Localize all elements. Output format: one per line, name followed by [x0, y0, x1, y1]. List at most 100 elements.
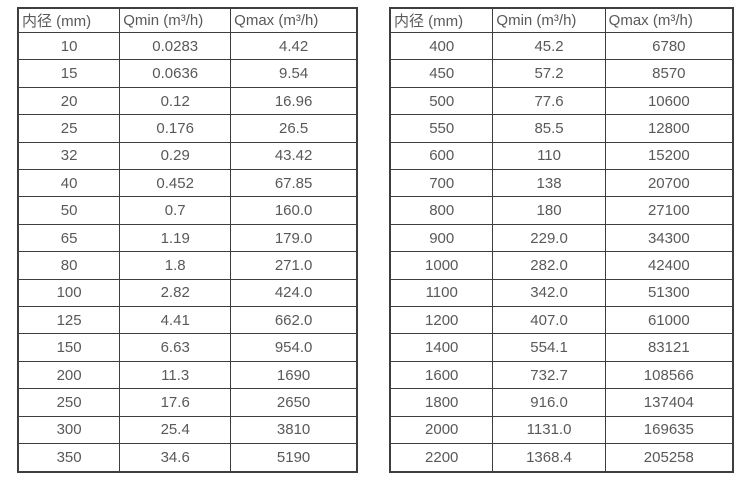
- flow-range-table-small-diameters: 内径 (mm) Qmin (m³/h) Qmax (m³/h) 10 0.0283 4.4…: [17, 7, 358, 473]
- table-cell: 1000: [389, 251, 494, 280]
- column-header: 内径 (mm): [389, 7, 494, 33]
- table-cell: 20: [17, 86, 121, 116]
- table-cell: 1131.0: [492, 415, 606, 445]
- table-row: 250 17.6 2650: [17, 388, 358, 417]
- table-cell: 1100: [389, 278, 494, 308]
- table-row: 32 0.29 43.42: [17, 141, 358, 171]
- table-cell: 400: [389, 31, 494, 61]
- table-row: 40 0.452 67.85: [17, 169, 358, 198]
- table-row: 1800 916.0 137404: [389, 388, 734, 417]
- table-cell: 26.5: [230, 114, 358, 143]
- table-cell: 77.6: [492, 86, 606, 116]
- column-header: 内径 (mm): [17, 7, 121, 33]
- table-cell: 282.0: [492, 251, 606, 280]
- table-cell: 550: [389, 114, 494, 143]
- table-cell: 732.7: [492, 360, 606, 390]
- table-cell: 500: [389, 86, 494, 116]
- table-cell: 125: [17, 306, 121, 335]
- table-cell: 8570: [604, 59, 734, 88]
- table-row: 25 0.176 26.5: [17, 114, 358, 143]
- table-row: 1100 342.0 51300: [389, 278, 734, 308]
- table-cell: 43.42: [230, 141, 358, 171]
- table-cell: 80: [17, 251, 121, 280]
- table-row: 10 0.0283 4.42: [17, 31, 358, 61]
- table-cell: 6780: [604, 31, 734, 61]
- table-row: 500 77.6 10600: [389, 86, 734, 116]
- table-cell: 179.0: [230, 223, 358, 253]
- table-cell: 350: [17, 443, 121, 473]
- table-row: 350 34.6 5190: [17, 443, 358, 473]
- table-cell: 10: [17, 31, 121, 61]
- table-cell: 61000: [604, 306, 734, 335]
- table-row: 1600 732.7 108566: [389, 360, 734, 390]
- table-cell: 1600: [389, 360, 494, 390]
- table-row: 1000 282.0 42400: [389, 251, 734, 280]
- table-row: 1400 554.1 83121: [389, 333, 734, 362]
- table-cell: 900: [389, 223, 494, 253]
- table-cell: 200: [17, 360, 121, 390]
- header-row: 内径 (mm) Qmin (m³/h) Qmax (m³/h): [17, 7, 358, 33]
- table-cell: 1200: [389, 306, 494, 335]
- table-cell: 4.41: [119, 306, 232, 335]
- table-cell: 169635: [604, 415, 734, 445]
- table-cell: 0.452: [119, 169, 232, 198]
- table-cell: 32: [17, 141, 121, 171]
- table-row: 80 1.8 271.0: [17, 251, 358, 280]
- table-row: 550 85.5 12800: [389, 114, 734, 143]
- table-cell: 554.1: [492, 333, 606, 362]
- table-cell: 15200: [604, 141, 734, 171]
- table-cell: 85.5: [492, 114, 606, 143]
- table-cell: 0.7: [119, 196, 232, 225]
- table-row: 125 4.41 662.0: [17, 306, 358, 335]
- table-cell: 25: [17, 114, 121, 143]
- table-cell: 700: [389, 169, 494, 198]
- table-cell: 27100: [604, 196, 734, 225]
- table-cell: 1.19: [119, 223, 232, 253]
- table-cell: 138: [492, 169, 606, 198]
- table-row: 900 229.0 34300: [389, 223, 734, 253]
- table-cell: 0.12: [119, 86, 232, 116]
- table-cell: 51300: [604, 278, 734, 308]
- table-cell: 110: [492, 141, 606, 171]
- table-cell: 17.6: [119, 388, 232, 417]
- table-cell: 42400: [604, 251, 734, 280]
- table-cell: 16.96: [230, 86, 358, 116]
- table-cell: 100: [17, 278, 121, 308]
- table-cell: 34.6: [119, 443, 232, 473]
- table-row: 50 0.7 160.0: [17, 196, 358, 225]
- table-cell: 10600: [604, 86, 734, 116]
- table-cell: 800: [389, 196, 494, 225]
- table-cell: 5190: [230, 443, 358, 473]
- table-cell: 15: [17, 59, 121, 88]
- table-cell: 1800: [389, 388, 494, 417]
- column-header: Qmax (m³/h): [604, 7, 734, 33]
- table-cell: 4.42: [230, 31, 358, 61]
- table-cell: 3810: [230, 415, 358, 445]
- table-cell: 0.176: [119, 114, 232, 143]
- table-cell: 108566: [604, 360, 734, 390]
- table-cell: 20700: [604, 169, 734, 198]
- table-cell: 916.0: [492, 388, 606, 417]
- table-row: 20 0.12 16.96: [17, 86, 358, 116]
- table-cell: 67.85: [230, 169, 358, 198]
- table-cell: 424.0: [230, 278, 358, 308]
- table-cell: 137404: [604, 388, 734, 417]
- table-cell: 12800: [604, 114, 734, 143]
- table-row: 300 25.4 3810: [17, 415, 358, 445]
- table-cell: 65: [17, 223, 121, 253]
- table-cell: 1400: [389, 333, 494, 362]
- table-row: 2000 1131.0 169635: [389, 415, 734, 445]
- table-row: 15 0.0636 9.54: [17, 59, 358, 88]
- table-row: 600 110 15200: [389, 141, 734, 171]
- table-cell: 0.0283: [119, 31, 232, 61]
- table-row: 450 57.2 8570: [389, 59, 734, 88]
- table-row: 800 180 27100: [389, 196, 734, 225]
- table-cell: 25.4: [119, 415, 232, 445]
- table-cell: 0.0636: [119, 59, 232, 88]
- table-cell: 150: [17, 333, 121, 362]
- table-cell: 34300: [604, 223, 734, 253]
- table-row: 400 45.2 6780: [389, 31, 734, 61]
- table-row: 65 1.19 179.0: [17, 223, 358, 253]
- flow-range-table-large-diameters: 内径 (mm) Qmin (m³/h) Qmax (m³/h) 400 45.2 6780…: [389, 7, 734, 473]
- table-cell: 2000: [389, 415, 494, 445]
